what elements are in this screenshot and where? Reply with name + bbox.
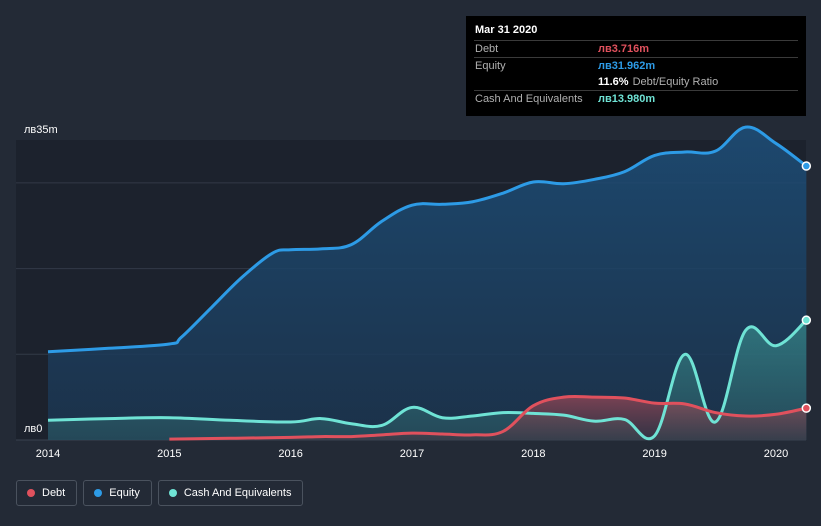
tooltip-value-debt: лв3.716m [598, 43, 650, 55]
x-tick-label: 2019 [642, 448, 666, 460]
x-tick-label: 2015 [157, 448, 181, 460]
legend: Debt Equity Cash And Equivalents [16, 480, 304, 506]
legend-dot-debt [27, 489, 35, 497]
end-point-cash-and-equivalents [801, 315, 812, 325]
x-tick-label: 2014 [36, 448, 60, 460]
tooltip-label-cash: Cash And Equivalents [475, 93, 583, 105]
y-axis-top-label: лв35m [24, 124, 58, 136]
x-tick-label: 2017 [400, 448, 424, 460]
area-equity [48, 127, 807, 441]
x-tick-label: 2020 [764, 448, 788, 460]
legend-label-equity: Equity [109, 487, 140, 499]
area-debt [169, 396, 807, 440]
legend-dot-equity [94, 489, 103, 497]
y-axis-bottom-label: лв0 [24, 423, 42, 435]
tooltip-value-equity: лв31.962m [598, 60, 656, 72]
tooltip-row-cash: Cash And Equivalents лв13.980m [474, 90, 798, 107]
series-line-cash-and-equivalents [47, 319, 808, 440]
tooltip-value-cash: лв13.980m [598, 93, 656, 105]
tooltip: Mar 31 2020 Debt лв3.716m Equity лв31.96… [466, 16, 806, 116]
legend-item-equity[interactable]: Equity [83, 480, 152, 506]
x-tick-label: 2016 [278, 448, 302, 460]
legend-dot-cash [168, 489, 177, 497]
x-tick-label: 2018 [521, 448, 545, 460]
legend-label-debt: Debt [42, 487, 66, 499]
legend-item-cash[interactable]: Cash And Equivalents [157, 480, 304, 506]
tooltip-value-ratio: 11.6% [598, 76, 629, 88]
tooltip-row-debt: Debt лв3.716m [474, 40, 798, 57]
tooltip-row-ratio: 11.6% Debt/Equity Ratio [474, 74, 798, 90]
tooltip-label-equity: Equity [475, 60, 506, 72]
series-line-equity [47, 125, 808, 354]
end-point-equity [801, 161, 812, 171]
tooltip-row-equity: Equity лв31.962m [474, 57, 798, 74]
tooltip-label-debt: Debt [475, 43, 499, 55]
series-line-debt [169, 394, 807, 441]
end-point-debt [801, 403, 812, 413]
legend-label-cash: Cash And Equivalents [183, 487, 292, 499]
tooltip-ratio-suffix: Debt/Equity Ratio [632, 76, 719, 88]
tooltip-date: Mar 31 2020 [475, 24, 538, 36]
legend-item-debt[interactable]: Debt [16, 480, 78, 506]
